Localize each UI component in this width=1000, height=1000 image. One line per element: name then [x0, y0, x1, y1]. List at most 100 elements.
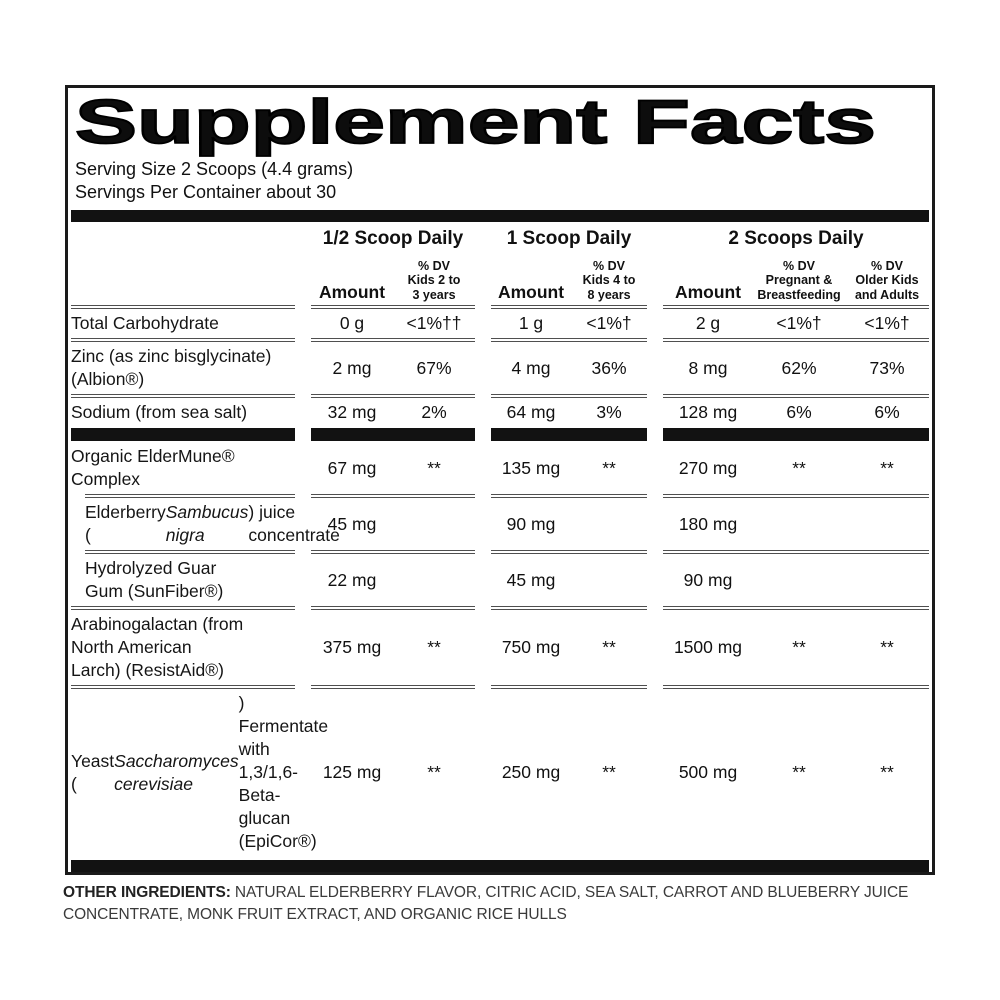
amount-half-scoop: 2 mg	[332, 357, 372, 378]
amount-two-scoops: 270 mg	[678, 457, 738, 478]
dv-kids-2-3	[393, 555, 475, 605]
dv-older-kids	[845, 555, 929, 605]
ingredient-name: Hydrolyzed Guar Gum (SunFiber®)	[85, 558, 224, 601]
dv-header-older-kids: % DV Older Kids and Adults	[854, 258, 920, 302]
dv-pregnant: 6%	[786, 402, 812, 422]
dv-kids-2-3: **	[427, 762, 441, 782]
column-subheader-row: Amount % DV Kids 2 to 3 years Amount % D…	[71, 252, 929, 304]
amount-half-scoop: 22 mg	[327, 569, 377, 590]
dv-pregnant: 62%	[781, 357, 817, 378]
dv-kids-4-8: <1%†	[586, 313, 632, 333]
amount-header-2: Amount	[497, 282, 565, 302]
amount-one-scoop: 1 g	[518, 313, 544, 333]
servings-per-container: Servings Per Container about 30	[75, 182, 337, 202]
amount-two-scoops: 1500 mg	[673, 637, 743, 657]
ingredient-name: Arabinogalactan (from North American Lar…	[71, 614, 244, 680]
row-separator	[71, 337, 929, 343]
amount-one-scoop: 750 mg	[501, 637, 561, 657]
dv-kids-4-8	[571, 555, 647, 605]
dv-pregnant	[753, 555, 845, 605]
row-separator	[71, 684, 929, 690]
dv-kids-4-8: 3%	[596, 402, 622, 422]
supplement-facts-panel: Supplement Facts Serving Size 2 Scoops (…	[65, 85, 935, 875]
ingredient-name: Organic ElderMune® Complex	[71, 446, 235, 489]
table-row: Yeast (Saccharomyces cerevisiae) Ferment…	[71, 690, 929, 855]
dv-pregnant: **	[792, 637, 806, 657]
dv-header-kids-4-8: % DV Kids 4 to 8 years	[582, 258, 636, 302]
other-ingredients-label: OTHER INGREDIENTS:	[63, 884, 231, 901]
dv-kids-4-8: **	[602, 762, 616, 782]
amount-one-scoop: 45 mg	[506, 569, 556, 590]
amount-half-scoop: 45 mg	[327, 513, 377, 534]
amount-one-scoop: 90 mg	[506, 513, 556, 534]
dv-kids-4-8: 36%	[591, 357, 627, 378]
row-separator	[71, 304, 929, 310]
column-group-header-row: 1/2 Scoop Daily 1 Scoop Daily 2 Scoops D…	[71, 228, 929, 250]
panel-title: Supplement Facts	[74, 88, 878, 157]
ingredient-name: Sodium (from sea salt)	[71, 402, 248, 422]
dv-header-kids-2-3: % DV Kids 2 to 3 years	[407, 258, 461, 302]
dv-older-kids: **	[880, 457, 894, 478]
header-divider-bar	[71, 210, 929, 222]
dv-header-pregnant: % DV Pregnant & Breastfeeding	[757, 258, 841, 302]
amount-half-scoop: 125 mg	[322, 762, 382, 782]
serving-info: Serving Size 2 Scoops (4.4 grams) Servin…	[75, 158, 929, 204]
dv-kids-2-3	[393, 499, 475, 549]
dv-older-kids: <1%†	[864, 313, 910, 333]
ingredient-table: Total Carbohydrate 0 g <1%†† 1 g <1%† 2 …	[71, 304, 929, 855]
amount-half-scoop: 67 mg	[327, 457, 377, 478]
group-header-half-scoop: 1/2 Scoop Daily	[322, 228, 464, 249]
dv-pregnant	[753, 499, 845, 549]
amount-two-scoops: 180 mg	[678, 513, 738, 534]
row-separator	[71, 605, 929, 611]
amount-half-scoop: 375 mg	[322, 637, 382, 657]
dv-pregnant: **	[792, 457, 806, 478]
amount-two-scoops: 128 mg	[678, 402, 738, 422]
row-separator	[71, 426, 929, 443]
dv-older-kids	[845, 499, 929, 549]
ingredient-name: Yeast (Saccharomyces cerevisiae) Ferment…	[71, 693, 329, 851]
dv-older-kids: 6%	[874, 402, 900, 422]
dv-kids-2-3: 67%	[416, 357, 452, 378]
row-separator	[71, 549, 929, 555]
amount-half-scoop: 0 g	[339, 313, 365, 333]
dv-kids-4-8: **	[602, 637, 616, 657]
serving-size: Serving Size 2 Scoops (4.4 grams)	[75, 159, 354, 179]
table-row: Zinc (as zinc bisglycinate) (Albion®) 2 …	[71, 343, 929, 393]
table-row: Hydrolyzed Guar Gum (SunFiber®) 22 mg 45…	[71, 555, 929, 605]
group-header-one-scoop: 1 Scoop Daily	[506, 228, 632, 249]
table-row: Elderberry (Sambucus nigra) juice concen…	[71, 499, 929, 549]
other-ingredients-text: NATURAL ELDERBERRY FLAVOR, CITRIC ACID, …	[63, 884, 909, 923]
group-header-two-scoops: 2 Scoops Daily	[728, 228, 864, 249]
amount-two-scoops: 2 g	[695, 313, 721, 333]
dv-kids-2-3: **	[427, 457, 441, 478]
dv-pregnant: <1%†	[776, 313, 822, 333]
row-separator	[71, 493, 929, 499]
footnote-divider-bar	[71, 860, 929, 872]
amount-header-3: Amount	[674, 282, 742, 302]
table-row: Sodium (from sea salt) 32 mg 2% 64 mg 3%…	[71, 399, 929, 426]
amount-two-scoops: 90 mg	[683, 569, 733, 590]
footnotes: † Percent Daily Value (DV) based on a 2,…	[71, 874, 929, 875]
dv-kids-4-8	[571, 499, 647, 549]
amount-two-scoops: 8 mg	[688, 357, 728, 378]
dv-kids-2-3: **	[427, 637, 441, 657]
ingredient-name: Elderberry (Sambucus nigra) juice concen…	[85, 502, 340, 545]
dv-older-kids: **	[880, 637, 894, 657]
amount-one-scoop: 250 mg	[501, 762, 561, 782]
amount-one-scoop: 4 mg	[511, 357, 551, 378]
row-separator	[71, 393, 929, 399]
amount-one-scoop: 135 mg	[501, 457, 561, 478]
dv-older-kids: **	[880, 762, 894, 782]
dv-pregnant: **	[792, 762, 806, 782]
amount-two-scoops: 500 mg	[678, 762, 738, 782]
table-row: Arabinogalactan (from North American Lar…	[71, 611, 929, 684]
ingredient-name: Zinc (as zinc bisglycinate) (Albion®)	[71, 346, 272, 389]
amount-half-scoop: 32 mg	[327, 402, 377, 422]
dv-kids-2-3: 2%	[421, 402, 447, 422]
dv-kids-4-8: **	[602, 457, 616, 478]
dv-kids-2-3: <1%††	[406, 313, 462, 333]
amount-header-1: Amount	[318, 282, 386, 302]
ingredient-name: Total Carbohydrate	[71, 313, 219, 333]
table-row: Organic ElderMune® Complex 67 mg ** 135 …	[71, 443, 929, 493]
